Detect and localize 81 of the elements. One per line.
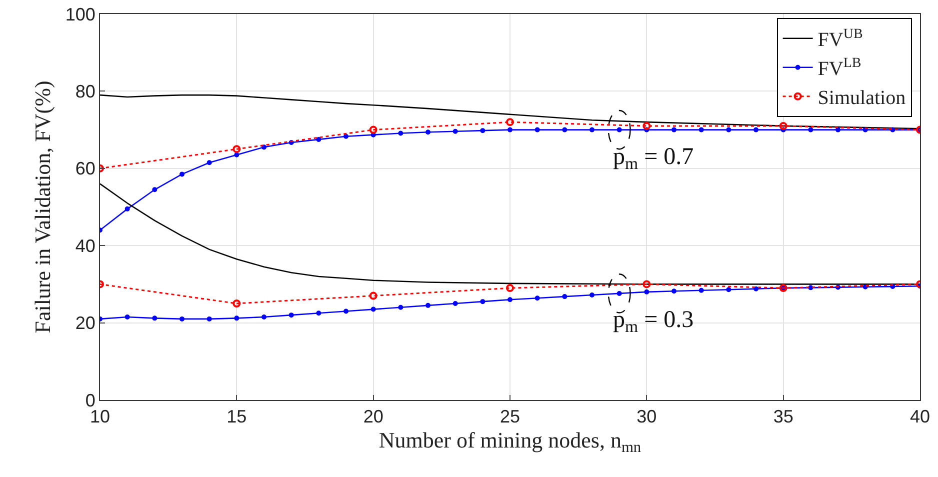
x-tick-label: 20 <box>363 406 384 427</box>
point <box>836 284 840 290</box>
y-tick-label: 60 <box>75 158 96 179</box>
point <box>590 292 594 298</box>
y-axis-title: Failure in Validation, FV(%) <box>30 80 56 334</box>
point <box>590 127 594 132</box>
point <box>206 316 212 322</box>
point <box>862 284 868 290</box>
point <box>344 308 348 314</box>
point <box>754 286 758 292</box>
point <box>288 312 294 318</box>
point <box>642 280 651 288</box>
point <box>480 128 486 134</box>
y-tick-label: 20 <box>75 313 96 334</box>
x-axis-title: Number of mining nodes, n$_{mn}$ <box>378 428 642 456</box>
point <box>452 301 458 306</box>
point <box>562 294 568 300</box>
y-tick-label: 100 <box>65 4 96 24</box>
point <box>369 292 378 300</box>
point <box>890 284 896 290</box>
x-tick-label: 35 <box>773 406 794 427</box>
point <box>398 304 404 310</box>
point <box>562 127 568 132</box>
x-tick-label: 40 <box>910 406 930 427</box>
legend-label: FV$^{LB}$ <box>818 56 862 80</box>
point <box>206 160 212 166</box>
point <box>344 134 348 139</box>
x-tick-label: 30 <box>636 406 657 427</box>
legend-label: FV$^{UB}$ <box>818 26 863 52</box>
x-tick-label: 15 <box>226 406 247 427</box>
point <box>672 288 676 294</box>
point <box>316 310 322 316</box>
point <box>698 288 704 293</box>
point <box>288 140 294 146</box>
point <box>836 127 840 132</box>
point <box>698 127 704 132</box>
point <box>452 128 458 134</box>
point <box>180 316 184 322</box>
annotation: p$_{m}$ = 0.7 <box>613 144 694 174</box>
point <box>754 127 758 132</box>
point <box>370 306 376 312</box>
x-tick-label: 25 <box>500 406 520 427</box>
point <box>480 299 486 304</box>
point <box>124 206 130 212</box>
point <box>862 127 868 132</box>
point <box>506 118 514 126</box>
point <box>316 136 322 142</box>
point <box>398 130 404 136</box>
point <box>642 122 651 130</box>
point <box>508 127 512 132</box>
point <box>726 287 732 292</box>
point <box>426 130 430 135</box>
point <box>808 285 814 290</box>
point <box>369 126 378 134</box>
y-tick-label: 40 <box>75 236 96 256</box>
y-tick-label: 80 <box>75 82 96 102</box>
legend-label: Simulation <box>818 87 906 110</box>
point <box>506 284 514 292</box>
annotation: p$_{m}$ = 0.3 <box>613 307 694 336</box>
point <box>262 144 266 150</box>
point <box>152 187 158 192</box>
point <box>180 172 184 177</box>
point <box>232 145 241 154</box>
point <box>644 289 650 294</box>
point <box>426 302 430 308</box>
point <box>779 122 788 130</box>
point <box>124 314 130 320</box>
point <box>534 127 540 132</box>
point <box>152 316 158 321</box>
point <box>780 127 786 132</box>
point <box>234 152 240 158</box>
point <box>534 296 540 301</box>
point <box>672 127 676 132</box>
point <box>808 127 814 132</box>
point <box>232 300 241 308</box>
point <box>262 314 266 320</box>
point <box>234 316 240 321</box>
point <box>644 127 650 132</box>
point <box>890 127 896 132</box>
point <box>726 127 732 132</box>
point <box>508 297 512 302</box>
